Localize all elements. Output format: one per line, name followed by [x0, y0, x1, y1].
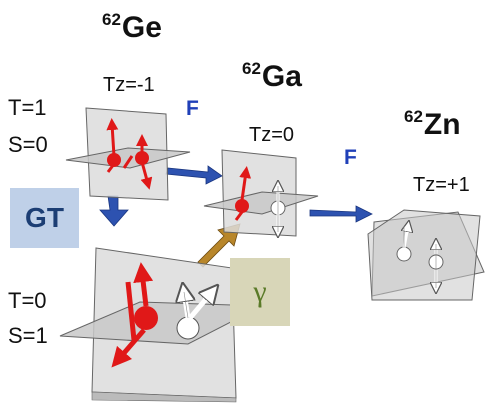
- fermi-label-2: F: [344, 146, 357, 169]
- ge-nucleus-block: [65, 107, 191, 201]
- zn-nucleus-block: [367, 209, 485, 301]
- zn-tz-label: Tz=+1: [413, 174, 470, 196]
- gamma-label: γ: [253, 275, 267, 308]
- ga-tz-label: Tz=0: [249, 124, 295, 146]
- ga-nucleus-block: [203, 149, 319, 236]
- gamma-label-box: γ: [230, 258, 290, 326]
- ga-label: 62Ga: [242, 59, 302, 93]
- lower-t-label: T=0: [8, 288, 47, 313]
- gt-label-box: GT: [10, 188, 79, 248]
- lower-state-block: [59, 247, 264, 403]
- fermi-arrow-ge-ga: [165, 165, 223, 185]
- zn-label: 62Zn: [404, 107, 461, 141]
- upper-t-label: T=1: [8, 95, 47, 120]
- upper-s-label: S=0: [8, 132, 48, 157]
- gt-arrow: [99, 195, 129, 227]
- fermi-label-1: F: [186, 97, 199, 120]
- fermi-arrow-ga-zn: [309, 205, 373, 223]
- gamma-arrow: [197, 223, 241, 268]
- lower-s-label: S=1: [8, 323, 48, 348]
- ge-label: 62Ge: [102, 10, 162, 44]
- gt-label: GT: [25, 202, 64, 233]
- ge-tz-label: Tz=-1: [103, 74, 155, 96]
